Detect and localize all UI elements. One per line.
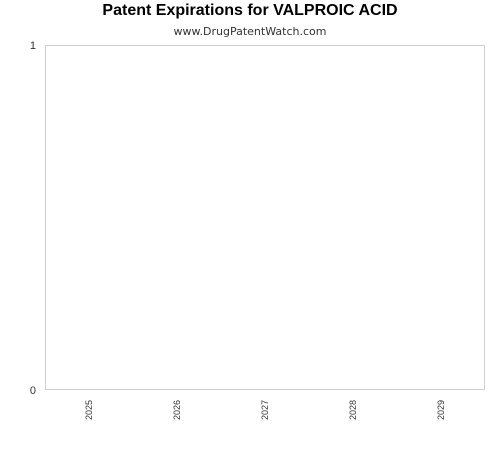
x-tick-label: 2025 <box>84 400 94 420</box>
x-tick-label: 2028 <box>348 400 358 420</box>
y-tick-label: 0 <box>30 385 36 397</box>
y-tick-label: 1 <box>30 40 36 52</box>
x-axis-ticks: 2025 2026 2027 2028 2029 <box>84 400 446 420</box>
x-tick-label: 2027 <box>260 400 270 420</box>
x-tick-label: 2029 <box>436 400 446 420</box>
plot-area <box>46 46 485 390</box>
y-axis-ticks: 01 <box>30 40 36 397</box>
x-tick-label: 2026 <box>172 400 182 420</box>
